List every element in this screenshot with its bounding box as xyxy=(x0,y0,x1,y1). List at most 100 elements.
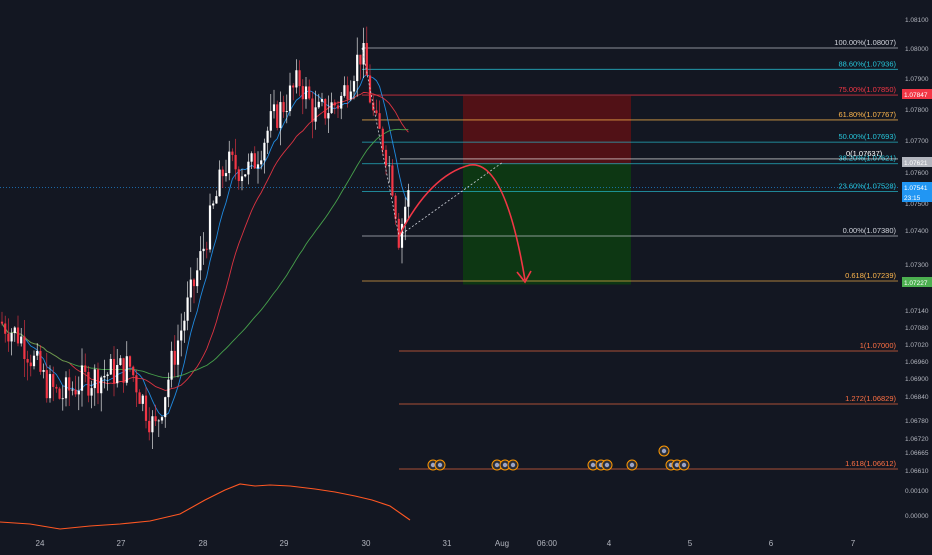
take-profit-zone[interactable] xyxy=(463,163,631,285)
candle-body xyxy=(391,165,394,196)
fib-retrace-line[interactable] xyxy=(398,161,504,237)
candle-body xyxy=(135,375,138,393)
candle-body xyxy=(324,99,327,119)
candle-body xyxy=(381,128,384,150)
candle-body xyxy=(183,320,186,331)
candle-body xyxy=(180,330,183,341)
fib-label: 100.00%(1.08007) xyxy=(834,38,896,47)
fib-label: 38.20%(1.07621) xyxy=(838,154,896,163)
candle-body xyxy=(394,195,397,219)
candle-body xyxy=(247,161,250,175)
oscillator-line xyxy=(0,483,411,530)
candle-body xyxy=(224,173,228,177)
y-tick-label: 1.07700 xyxy=(905,138,929,145)
candle-body xyxy=(205,248,208,250)
candle-body xyxy=(176,340,180,365)
x-tick-label: 6 xyxy=(769,539,774,548)
candle-body xyxy=(58,388,61,399)
y-tick-label: 1.07300 xyxy=(905,262,929,269)
y-tick-label: 1.08100 xyxy=(905,17,929,24)
candle-body xyxy=(170,350,173,380)
calendar-event-dot xyxy=(437,462,443,468)
fib-label: 0.00%(1.07380) xyxy=(843,226,897,235)
time-axis[interactable]: 24 27 28 29 30 31 Aug 06:00 4 5 6 7 xyxy=(36,539,856,548)
y-tick-label: 1.07020 xyxy=(905,342,929,349)
price-badge[interactable] xyxy=(902,182,932,192)
candle-body xyxy=(407,190,410,207)
candle-body xyxy=(285,111,288,113)
price-badge[interactable] xyxy=(902,277,932,287)
candle-body xyxy=(13,327,16,334)
candle-body xyxy=(196,270,199,287)
fib-label: 23.60%(1.07528) xyxy=(838,182,896,191)
candle-body xyxy=(336,105,340,109)
fib-label: 88.60%(1.07936) xyxy=(838,59,896,68)
price-badge[interactable] xyxy=(902,157,932,167)
trade-zones[interactable] xyxy=(463,95,631,285)
calendar-event-dot xyxy=(604,462,610,468)
candle-body xyxy=(304,86,308,100)
candle-body xyxy=(234,154,237,170)
fib-label: 1.272(1.06829) xyxy=(845,394,896,403)
candle-body xyxy=(202,248,205,252)
event-markers[interactable] xyxy=(427,445,690,471)
candle-body xyxy=(256,164,260,169)
candle-body xyxy=(308,86,311,99)
projection-arrow[interactable] xyxy=(398,164,526,281)
candle-body xyxy=(0,321,4,324)
candle-body xyxy=(128,356,132,367)
candle-body xyxy=(343,85,346,96)
candle-body xyxy=(349,91,352,100)
candle-body xyxy=(340,95,343,109)
candle-body xyxy=(7,333,10,342)
candle-body xyxy=(80,365,84,391)
candle-body xyxy=(116,364,119,384)
candle-body xyxy=(295,70,298,88)
calendar-event-dot xyxy=(629,462,635,468)
candle-body xyxy=(100,377,103,394)
x-tick-label: 27 xyxy=(117,539,126,548)
candle-body xyxy=(365,43,368,76)
candle-body xyxy=(64,377,68,399)
candle-body xyxy=(314,107,317,122)
y-tick-label: 1.07080 xyxy=(905,325,929,332)
stop-loss-zone[interactable] xyxy=(463,95,631,164)
candle-body xyxy=(160,417,164,421)
drawings[interactable] xyxy=(361,47,532,284)
candle-body xyxy=(244,174,247,177)
candle-body xyxy=(346,85,349,100)
candle-body xyxy=(372,102,375,111)
candle-body xyxy=(16,327,20,344)
price-badge[interactable] xyxy=(902,192,932,202)
candle-body xyxy=(61,398,64,400)
candle-body xyxy=(157,420,160,422)
candle-body xyxy=(192,279,196,287)
x-tick-label: 31 xyxy=(443,539,452,548)
candle-body xyxy=(263,142,266,161)
fib-label: 50.00%(1.07693) xyxy=(838,132,896,141)
price-badge-label: 1.07541 xyxy=(904,185,928,192)
y-tick-label: 1.06720 xyxy=(905,436,929,443)
candle-body xyxy=(55,386,58,389)
x-tick-label: 28 xyxy=(199,539,208,548)
x-tick-label: 24 xyxy=(36,539,45,548)
candles xyxy=(0,26,410,449)
fib-label: 1.618(1.06612) xyxy=(845,459,896,468)
candle-body xyxy=(356,54,359,82)
candle-body xyxy=(29,362,32,367)
candle-body xyxy=(240,176,244,182)
fib-levels[interactable]: 100.00%(1.08007) 88.60%(1.07936) 75.00%(1.… xyxy=(0,38,900,470)
candle-body xyxy=(320,99,324,102)
price-axis[interactable]: 1.08100 1.08000 1.07900 1.07800 1.07700 1.076… xyxy=(900,0,932,550)
candle-body xyxy=(301,86,304,100)
candle-body xyxy=(378,113,381,129)
y-tick-label: 0.00100 xyxy=(905,488,929,495)
candle-body xyxy=(103,375,106,378)
candle-body xyxy=(90,388,93,396)
price-badge[interactable] xyxy=(902,89,932,99)
candle-body xyxy=(352,81,356,92)
y-tick-label: 1.07600 xyxy=(905,170,929,177)
candle-body xyxy=(39,350,42,372)
